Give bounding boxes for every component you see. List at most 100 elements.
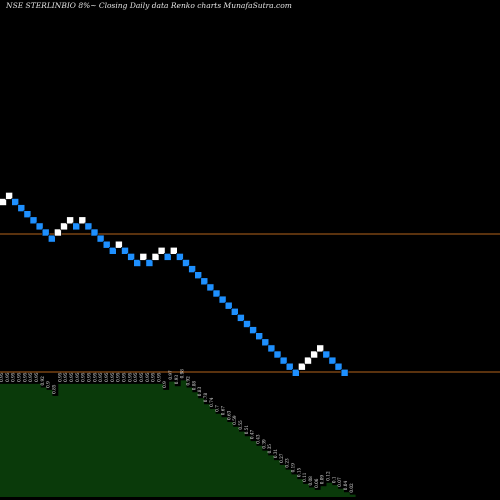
indicator-value-label: 0.06 (314, 478, 319, 488)
down-brick (145, 259, 154, 267)
indicator-value-label: 0.83 (197, 387, 202, 397)
down-brick (90, 228, 99, 237)
indicator-value-label: 0.59 (232, 415, 237, 425)
down-brick (249, 326, 257, 334)
indicator-value-label: 0.11 (302, 472, 307, 482)
down-brick (273, 350, 282, 359)
indicator-value-label: 0.95 (28, 372, 33, 382)
up-brick (115, 240, 123, 249)
indicator-value-label: 0.39 (261, 439, 266, 449)
up-brick (298, 362, 306, 371)
indicator-value-label: 0.43 (256, 434, 261, 444)
indicator-value-label: 0.9 (46, 381, 51, 388)
down-brick (182, 259, 190, 267)
down-brick (133, 259, 141, 267)
indicator-value-label: 0.88 (191, 381, 196, 391)
indicator-value-label: 0.47 (250, 429, 255, 439)
down-brick (279, 356, 288, 365)
indicator-value-label: 0.27 (279, 453, 284, 463)
up-brick (310, 350, 318, 359)
down-brick (200, 277, 209, 286)
indicator-value-label: 0.09 (320, 475, 325, 485)
indicator-value-label: 0.95 (63, 372, 68, 382)
down-brick (340, 368, 349, 377)
indicator-value-label: 0.95 (133, 372, 138, 382)
up-brick (60, 222, 68, 231)
indicator-value-label: 0.12 (326, 471, 331, 481)
indicator-value-label: 0.95 (127, 372, 132, 382)
down-brick (188, 265, 196, 273)
indicator-value-label: 0.95 (57, 372, 62, 382)
down-brick (41, 228, 50, 237)
up-brick (0, 198, 7, 206)
down-brick (334, 362, 343, 371)
down-brick (109, 247, 117, 255)
up-brick (304, 356, 312, 365)
indicator-value-label: 0.95 (145, 372, 150, 382)
indicator-value-label: 0.95 (110, 372, 115, 382)
down-brick (291, 368, 300, 377)
indicator-value-label: 0.95 (17, 372, 22, 382)
indicator-value-label: 0.95 (34, 372, 39, 382)
up-brick (139, 253, 148, 261)
indicator-value-label: 0.55 (238, 420, 243, 430)
down-brick (96, 234, 105, 243)
indicator-area: 0.95 0.95 0.95 0.95 0.95 0.95 0.95 0.92 0.90.850… (0, 369, 356, 497)
indicator-value-label: 0.51 (244, 425, 249, 435)
indicator-value-label: 0.97 (168, 370, 173, 380)
indicator-value-label: 0.95 (11, 372, 16, 382)
up-brick (54, 228, 62, 237)
indicator-value-label: 0.95 (0, 372, 4, 382)
up-brick (316, 344, 325, 353)
indicator-value-label: 0.95 (116, 372, 121, 382)
indicator-value-label: 0.31 (273, 448, 278, 458)
indicator-value-label: 0.63 (226, 410, 231, 420)
down-brick (206, 283, 215, 292)
indicator-value-label: 0.9 (162, 381, 167, 388)
down-brick (267, 344, 276, 353)
indicator-value-label: 0.35 (267, 444, 272, 454)
indicator-value-label: 0.78 (203, 393, 208, 403)
indicator-fill (0, 380, 356, 497)
indicator-value-label: 0.07 (337, 477, 342, 487)
indicator-value-label: 0.93 (174, 375, 179, 385)
indicator-value-label: 0.95 (98, 372, 103, 382)
up-brick (66, 216, 74, 225)
up-brick (170, 247, 178, 255)
down-brick (224, 301, 233, 310)
indicator-value-label: 0.95 (69, 372, 74, 382)
down-brick (237, 314, 245, 322)
up-brick (151, 253, 160, 261)
down-brick (218, 295, 227, 304)
down-brick (72, 222, 80, 231)
indicator-value-label: 0.95 (87, 372, 92, 382)
down-brick (84, 222, 93, 231)
down-brick (261, 338, 270, 347)
indicator-value-label: 0.74 (209, 397, 214, 407)
indicator-value-label: 0.95 (92, 372, 97, 382)
indicator-value-label: 0.7 (215, 405, 220, 412)
down-brick (23, 210, 32, 218)
indicator-value-label: 0.08 (308, 476, 313, 486)
down-brick (29, 216, 38, 225)
down-brick (11, 198, 19, 206)
indicator-value-label: 0.92 (40, 376, 45, 386)
down-brick (328, 356, 337, 365)
indicator-value-label: 0.95 (139, 372, 144, 382)
indicator-value-label: 0.85 (52, 384, 57, 394)
indicator-value-label: 0.98 (180, 369, 185, 379)
down-brick (102, 240, 111, 249)
down-brick (17, 204, 26, 212)
up-brick (78, 216, 87, 225)
indicator-value-label: 0.95 (104, 372, 109, 382)
indicator-value-label: 0.1 (331, 476, 336, 483)
indicator-value-label: 0.23 (285, 458, 290, 468)
up-brick (5, 192, 13, 200)
down-brick (255, 332, 263, 341)
down-brick (47, 234, 56, 243)
indicator-value-label: 0.19 (291, 463, 296, 473)
reference-lines (0, 233, 500, 373)
indicator-value-label: 0.95 (5, 372, 10, 382)
